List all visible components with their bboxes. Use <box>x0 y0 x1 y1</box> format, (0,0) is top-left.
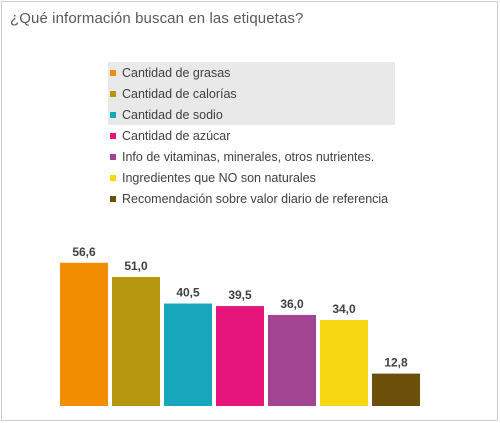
legend-highlight <box>108 62 395 125</box>
legend-swatch-ingredientes <box>110 174 116 181</box>
bar-sodio <box>164 303 212 406</box>
legend-item-sodio: Cantidad de sodio <box>108 104 438 125</box>
legend-swatch-recomendacion <box>110 195 116 202</box>
bar-azucar <box>216 306 264 406</box>
bar-calorias <box>112 276 160 406</box>
bar-value-label-sodio: 40,5 <box>176 286 200 300</box>
bar-value-label-vitaminas: 36,0 <box>280 297 304 311</box>
bar-value-label-recomendacion: 12,8 <box>384 356 408 370</box>
bar-value-label-ingredientes: 34,0 <box>332 302 356 316</box>
bar-recomendacion <box>372 373 420 406</box>
legend-swatch-calorias <box>110 90 116 97</box>
legend-item-grasas: Cantidad de grasas <box>108 62 438 83</box>
legend-label-grasas: Cantidad de grasas <box>122 65 231 80</box>
legend-item-recomendacion: Recomendación sobre valor diario de refe… <box>108 188 438 209</box>
legend-label-sodio: Cantidad de sodio <box>122 107 223 122</box>
legend-item-vitaminas: Info de vitaminas, minerales, otros nutr… <box>108 146 438 167</box>
legend-swatch-vitaminas <box>110 153 116 160</box>
bar-grasas <box>60 262 108 406</box>
legend-swatch-grasas <box>110 69 116 76</box>
bar-ingredientes <box>320 319 368 406</box>
bar-vitaminas <box>268 314 316 406</box>
legend-label-azucar: Cantidad de azúcar <box>122 128 231 143</box>
bar-value-label-grasas: 56,6 <box>72 245 96 259</box>
legend-swatch-sodio <box>110 111 116 118</box>
legend-item-calorias: Cantidad de calorías <box>108 83 438 104</box>
bar-value-label-calorias: 51,0 <box>124 259 148 273</box>
chart-legend: Cantidad de grasas Cantidad de calorías … <box>108 62 438 209</box>
legend-label-recomendacion: Recomendación sobre valor diario de refe… <box>122 191 389 206</box>
bar-value-label-azucar: 39,5 <box>228 288 252 302</box>
legend-item-azucar: Cantidad de azúcar <box>108 125 438 146</box>
legend-label-ingredientes: Ingredientes que NO son naturales <box>122 170 316 185</box>
chart-title: ¿Qué información buscan en las etiquetas… <box>10 10 304 27</box>
legend-swatch-azucar <box>110 132 116 139</box>
legend-label-vitaminas: Info de vitaminas, minerales, otros nutr… <box>122 149 375 164</box>
legend-item-ingredientes: Ingredientes que NO son naturales <box>108 167 438 188</box>
legend-label-calorias: Cantidad de calorías <box>122 86 237 101</box>
